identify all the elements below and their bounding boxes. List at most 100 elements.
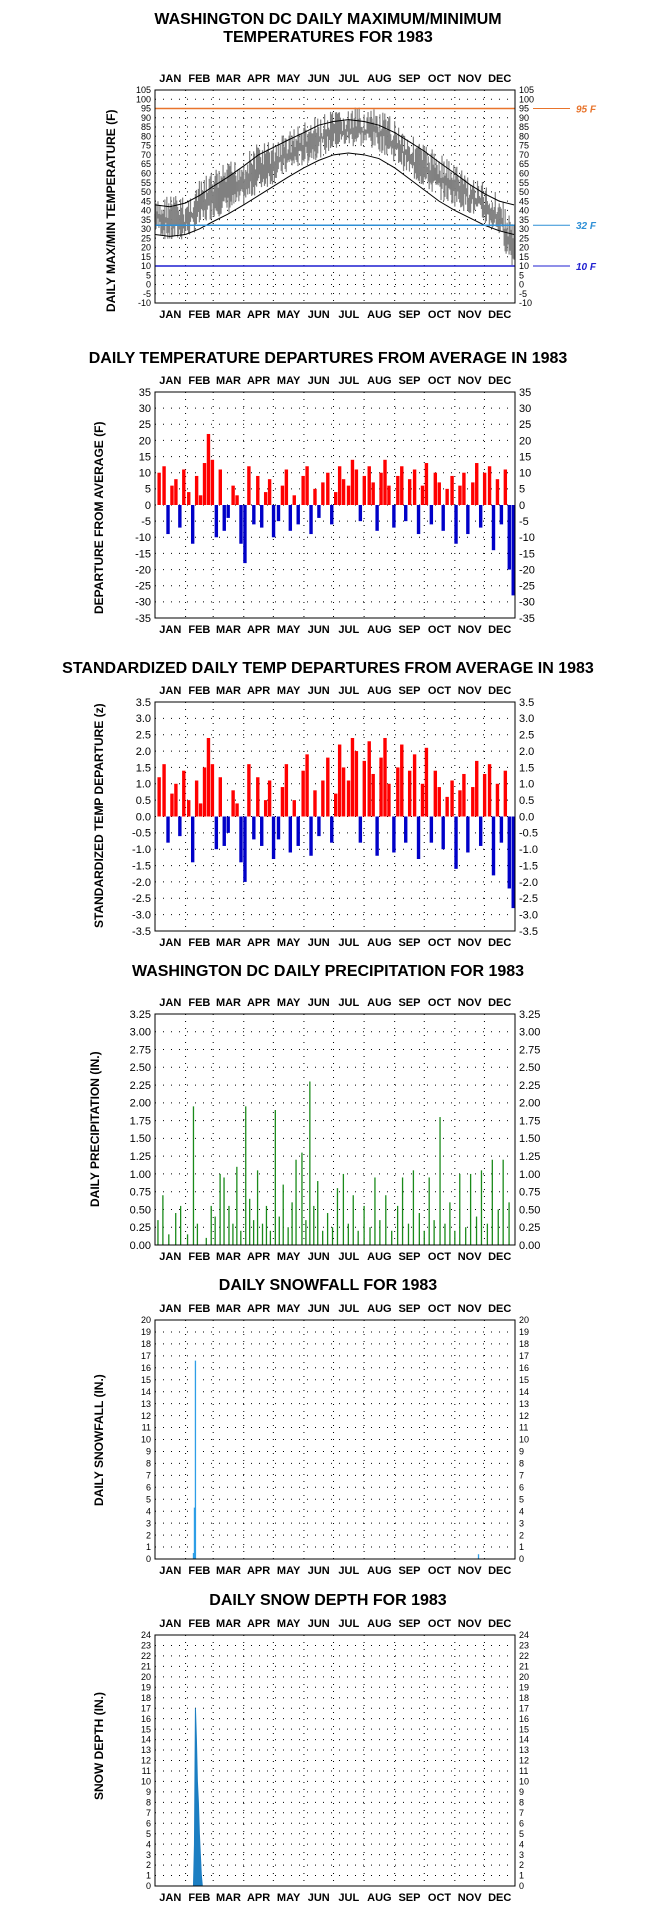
y-tick-label-left: 5 <box>145 484 151 496</box>
month-label-bottom: JUN <box>308 1251 330 1263</box>
month-label-top: JUN <box>308 375 330 387</box>
departure-bar <box>280 485 285 505</box>
month-label-top: JUN <box>308 1303 330 1315</box>
departure-bar <box>387 783 391 817</box>
month-label-top: JUL <box>338 997 359 1009</box>
departure-bar <box>396 767 400 817</box>
y-tick-label-left: 10 <box>141 261 151 271</box>
departure-bar <box>313 488 317 505</box>
y-tick-label-right: 50 <box>519 187 529 197</box>
departure-bar <box>292 495 296 505</box>
departure-bar <box>429 816 434 843</box>
month-label-bottom: AUG <box>367 1565 391 1577</box>
y-tick-label-left: -3.5 <box>132 926 151 938</box>
month-label-bottom: FEB <box>188 937 210 949</box>
departure-bar <box>511 816 515 909</box>
temperature-chart-title-line-2: TEMPERATURES FOR 1983 <box>223 29 433 46</box>
departure-bar <box>424 747 429 817</box>
y-tick-label-right: 30 <box>519 224 529 234</box>
departure-bar <box>267 479 272 505</box>
departure-bar <box>383 737 387 817</box>
departure-bar <box>243 816 247 882</box>
month-label-top: MAR <box>216 73 241 85</box>
y-tick-label-left: 65 <box>141 159 151 169</box>
month-label-bottom: NOV <box>458 624 483 636</box>
y-tick-label-left: 1 <box>146 1871 151 1881</box>
departure-bar <box>288 816 293 853</box>
temperature-chart-title-line-1: WASHINGTON DC DAILY MAXIMUM/MINIMUM <box>154 11 502 28</box>
departure-bar <box>239 816 243 863</box>
y-tick-label-right: 6 <box>519 1482 524 1492</box>
y-tick-label-right: 25 <box>519 419 531 431</box>
departure-bar <box>458 485 462 505</box>
departure-bar <box>445 488 449 505</box>
y-tick-label-left: 24 <box>141 1630 151 1640</box>
y-tick-label-right: 0 <box>519 280 524 290</box>
month-label-bottom: OCT <box>428 1565 452 1577</box>
departure-bar <box>218 777 222 817</box>
departure-bar <box>400 466 404 505</box>
departure-bar <box>187 800 191 817</box>
y-tick-label-right: 6 <box>519 1818 524 1828</box>
y-tick-label-right: 21 <box>519 1662 529 1672</box>
departure-bar <box>263 492 268 505</box>
y-tick-label-left: 30 <box>141 224 151 234</box>
departure-bar <box>305 754 309 817</box>
departure-bar <box>309 505 313 535</box>
month-label-bottom: NOV <box>458 937 483 949</box>
y-tick-label-right: 13 <box>519 1399 529 1409</box>
month-label-top: AUG <box>367 685 391 697</box>
departure-bar <box>198 803 203 817</box>
y-tick-label-right: 5 <box>519 1829 524 1839</box>
departure-bar <box>392 816 396 853</box>
month-label-top: AUG <box>367 1303 391 1315</box>
y-tick-label-left: 75 <box>141 141 151 151</box>
y-tick-label-left: 105 <box>136 85 151 95</box>
departure-bar <box>346 780 351 817</box>
month-label-top: AUG <box>367 1618 391 1630</box>
departure-bar <box>284 764 289 817</box>
y-tick-label-right: 2.25 <box>519 1080 540 1092</box>
y-tick-label-left: 12 <box>141 1411 151 1421</box>
y-tick-label-left: 6 <box>146 1482 151 1492</box>
month-label-top: NOV <box>458 1303 483 1315</box>
departure-bar <box>174 479 178 505</box>
departure-bar <box>503 770 508 817</box>
departure-bar <box>317 816 321 837</box>
y-tick-label-right: 9 <box>519 1447 524 1457</box>
y-tick-label-right: 10 <box>519 261 529 271</box>
month-label-top: MAY <box>277 997 301 1009</box>
departure-bar <box>252 816 256 840</box>
y-tick-label-left: 15 <box>139 451 151 463</box>
departure-bar <box>182 469 186 505</box>
y-tick-label-left: 9 <box>146 1787 151 1797</box>
departure-bar <box>482 773 487 817</box>
y-tick-label-left: 1.00 <box>130 1169 151 1181</box>
y-tick-label-left: 20 <box>141 243 151 253</box>
month-label-bottom: MAR <box>216 1565 241 1577</box>
month-label-bottom: MAR <box>216 937 241 949</box>
y-tick-label-right: 2 <box>519 1860 524 1870</box>
y-tick-label-left: -10 <box>135 532 151 544</box>
y-tick-label-right: 2.75 <box>519 1044 540 1056</box>
month-label-bottom: JAN <box>159 1892 181 1904</box>
month-label-bottom: SEP <box>398 1892 420 1904</box>
departure-bar <box>341 479 346 505</box>
month-label-top: NOV <box>458 73 483 85</box>
departure-bars <box>157 737 515 909</box>
month-label-bottom: FEB <box>188 1251 210 1263</box>
precipitation-chart-title: WASHINGTON DC DAILY PRECIPITATION FOR 19… <box>131 963 525 980</box>
departure-chart-title: DAILY TEMPERATURE DEPARTURES FROM AVERAG… <box>88 350 568 367</box>
y-tick-label-right: 10 <box>519 1777 529 1787</box>
month-label-bottom: DEC <box>488 1565 511 1577</box>
month-label-bottom: FEB <box>188 624 210 636</box>
departure-bar <box>375 505 379 531</box>
departure-bar <box>475 760 479 817</box>
y-tick-label-right: 80 <box>519 131 529 141</box>
month-label-top: DEC <box>488 685 511 697</box>
month-label-top: FEB <box>188 73 210 85</box>
departure-bar <box>491 505 496 551</box>
departure-bar <box>305 466 309 505</box>
y-tick-label-right: 85 <box>519 122 529 132</box>
y-tick-label-right: 2 <box>519 1530 524 1540</box>
